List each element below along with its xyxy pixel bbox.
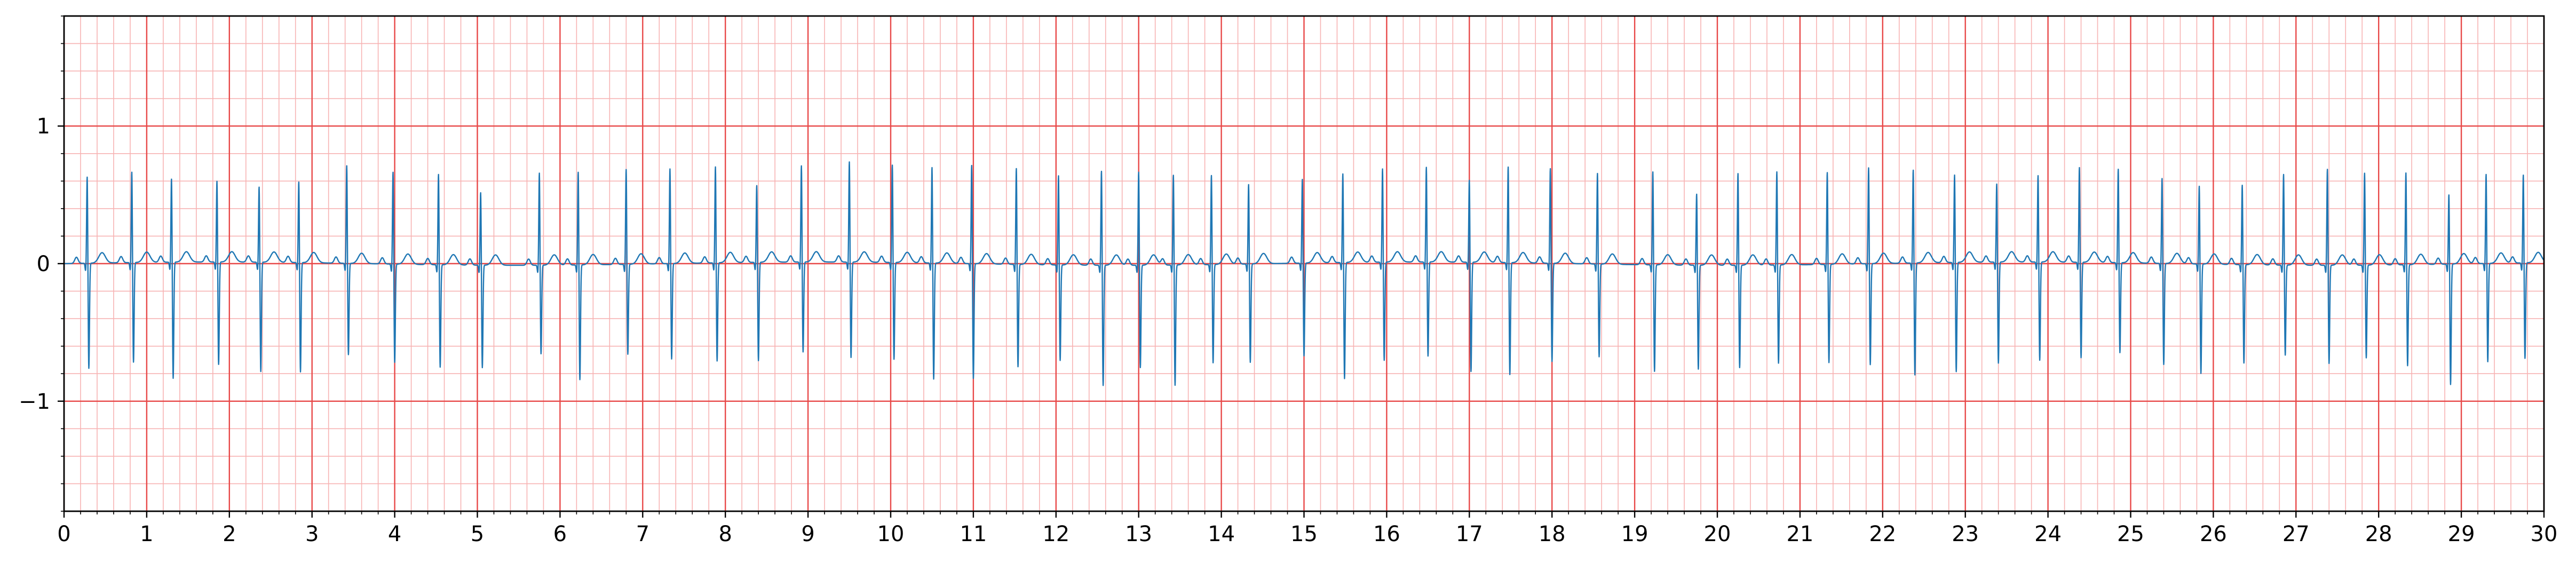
x-tick-label: 24	[2034, 522, 2062, 546]
ecg-signal-line	[64, 161, 2545, 386]
x-tick-label: 9	[801, 522, 814, 546]
x-tick-label: 13	[1125, 522, 1152, 546]
x-tick-label: 20	[1704, 522, 1731, 546]
x-tick-label: 2	[223, 522, 236, 546]
x-tick-label: 14	[1208, 522, 1235, 546]
x-tick-label: 10	[877, 522, 905, 546]
x-tick-label: 30	[2531, 522, 2558, 546]
x-tick-label: 21	[1786, 522, 1813, 546]
x-tick-label: 17	[1456, 522, 1483, 546]
x-tick-label: 28	[2365, 522, 2392, 546]
x-tick-label: 23	[1952, 522, 1979, 546]
signal-layer	[64, 161, 2545, 386]
x-tick-label: 5	[471, 522, 484, 546]
x-tick-label: 26	[2200, 522, 2227, 546]
x-tick-label: 12	[1042, 522, 1069, 546]
x-tick-label: 0	[57, 522, 70, 546]
x-tick-label: 16	[1373, 522, 1400, 546]
x-tick-label: 19	[1621, 522, 1648, 546]
x-tick-label: 22	[1869, 522, 1896, 546]
x-tick-label: 11	[960, 522, 987, 546]
x-tick-label: 6	[553, 522, 567, 546]
x-tick-label: 29	[2448, 522, 2475, 546]
y-tick-label: −1	[19, 390, 50, 414]
x-axis-ticks: 0 1 2 3 4 5 6 7 8 9 10 11 12 13 14 15 16 17 18 19 20 21 22 23 24…	[57, 511, 2557, 546]
x-tick-label: 8	[718, 522, 732, 546]
y-axis-ticks: −1 0 1	[19, 15, 64, 512]
x-tick-label: 4	[388, 522, 401, 546]
y-tick-label: 0	[37, 252, 50, 276]
major-grid	[63, 16, 2545, 511]
x-tick-label: 15	[1290, 522, 1318, 546]
x-tick-label: 25	[2117, 522, 2144, 546]
x-tick-label: 1	[140, 522, 153, 546]
x-tick-label: 18	[1539, 522, 1566, 546]
y-tick-label: 1	[37, 114, 50, 139]
x-tick-label: 3	[305, 522, 319, 546]
x-tick-label: 27	[2282, 522, 2310, 546]
x-tick-label: 7	[636, 522, 649, 546]
